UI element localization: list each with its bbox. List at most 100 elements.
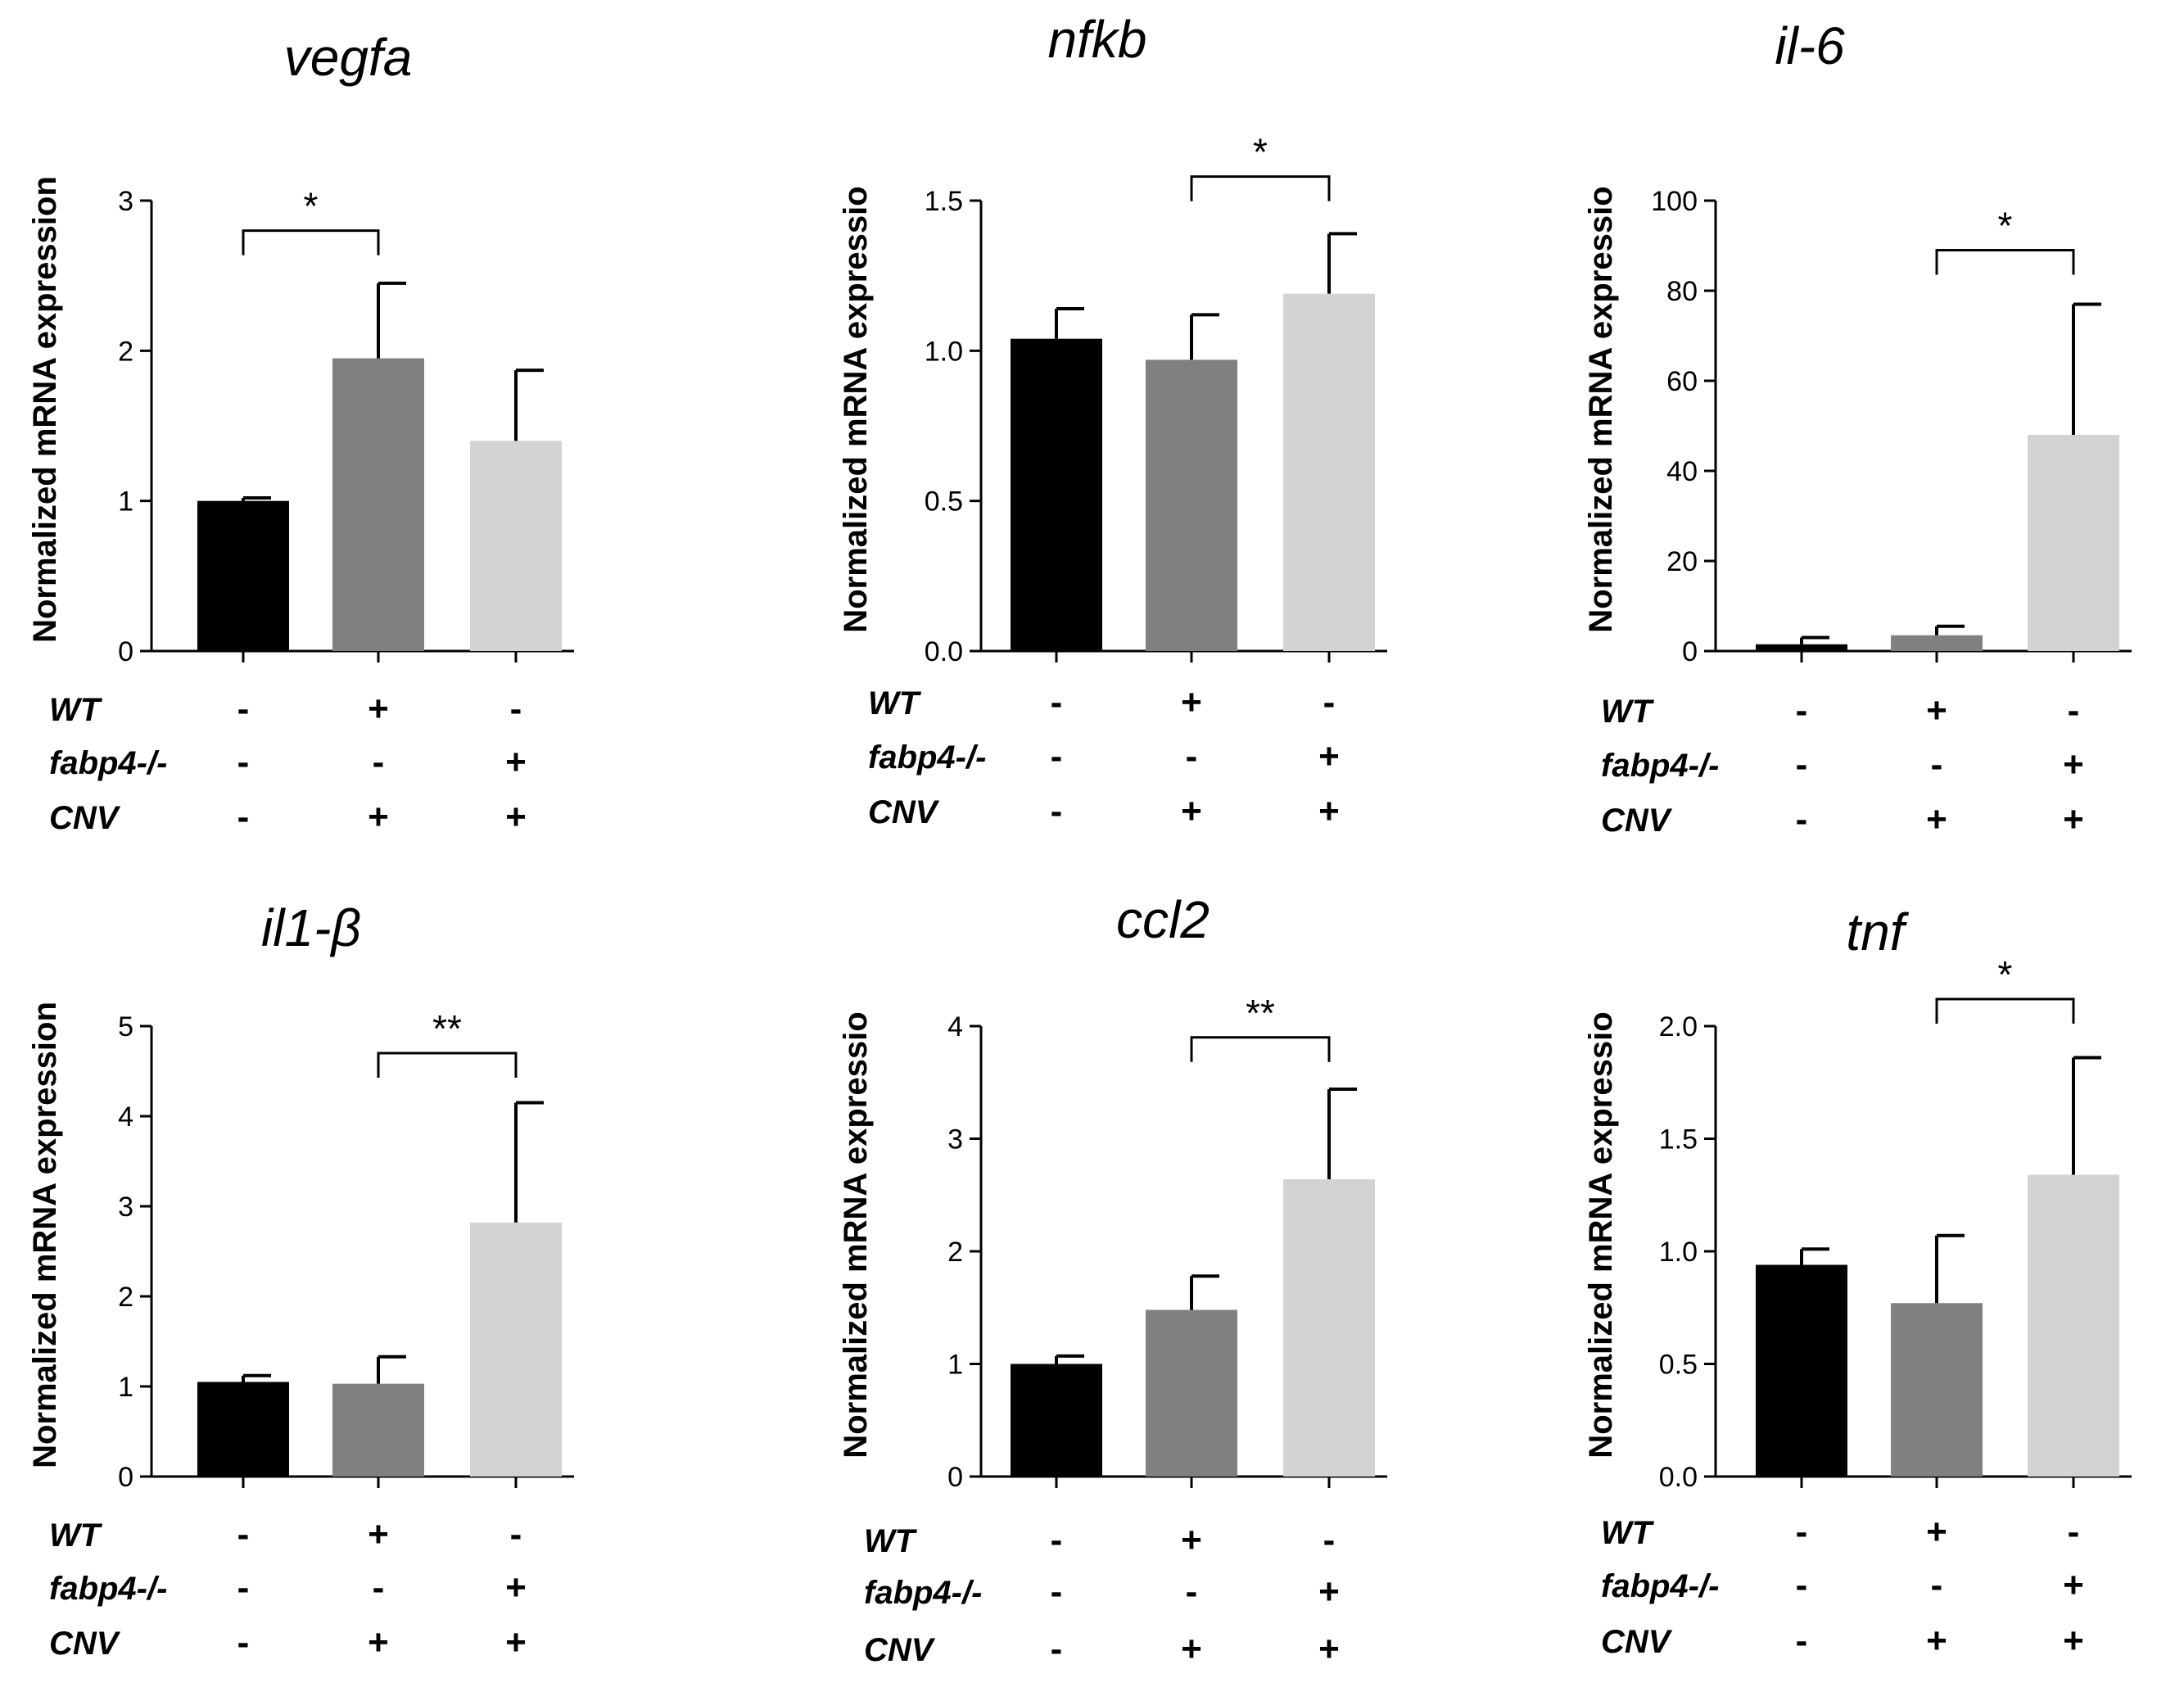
significance-label: * [1253,131,1268,174]
condition-sign: - [237,1514,250,1554]
y-tick-label: 1.0 [1659,1237,1698,1268]
condition-label: CNV [49,800,121,836]
y-tick-label: 2 [947,1237,963,1268]
condition-sign: - [1796,1512,1808,1552]
condition-sign: - [1051,791,1063,831]
y-tick-label: 4 [947,1011,963,1042]
significance-bracket [1190,175,1331,201]
chart-title: il-6 [1775,16,1845,75]
condition-sign: - [373,1567,385,1608]
condition-sign: - [2068,1512,2080,1552]
y-tick-label: 5 [118,1011,133,1042]
significance-label: * [304,185,319,228]
y-tick-label: 3 [118,186,133,217]
significance-bracket [1190,1036,1331,1062]
y-tick-label: 1.5 [925,186,963,217]
y-tick-label: 0.0 [925,636,963,667]
y-tick-label: 2.0 [1659,1011,1698,1042]
y-tick-label: 2 [118,336,133,367]
condition-sign: + [1926,1512,1947,1552]
y-tick-label: 0 [118,1462,133,1493]
condition-label: CNV [1601,803,1673,839]
bar [470,441,562,651]
y-axis-label: Normalized mRNA expressio [838,1011,874,1458]
y-tick-label: 0 [1682,636,1698,667]
y-tick-label: 2 [118,1282,133,1313]
condition-sign: + [2063,1621,2084,1661]
condition-label: WT [1601,694,1655,730]
y-tick-label: 1 [947,1350,963,1381]
bar [1283,293,1375,651]
y-tick-label: 1 [118,486,133,518]
bar [197,500,289,651]
y-tick-label: 0.5 [925,486,963,518]
significance-label: * [1998,953,2013,996]
condition-label: WT [1601,1515,1655,1551]
y-tick-label: 1 [118,1372,133,1403]
condition-sign: + [2063,744,2084,785]
condition-sign: + [2063,1565,2084,1605]
condition-sign: - [1051,1520,1063,1560]
y-axis-label: Normalized mRNA expression [27,176,63,643]
y-axis-label: Normalized mRNA expression [27,1002,63,1468]
condition-label: fabp4-/- [864,1575,982,1611]
condition-sign: - [1796,744,1808,785]
bar [1146,360,1237,651]
y-tick-label: 80 [1666,276,1698,307]
condition-sign: + [1181,791,1202,831]
condition-sign: - [373,742,385,782]
condition-label: fabp4-/- [1601,748,1719,784]
condition-label: fabp4-/- [49,1571,167,1607]
bar [1146,1309,1237,1477]
y-axis-label: Normalized mRNA expressio [838,186,874,632]
bar [470,1222,562,1477]
condition-sign: + [1318,1629,1340,1669]
y-tick-label: 100 [1651,186,1698,217]
condition-sign: + [505,797,527,837]
condition-label: WT [49,692,103,728]
condition-sign: - [2068,690,2080,730]
condition-sign: + [1926,690,1947,730]
condition-sign: - [237,1622,250,1662]
y-tick-label: 0.0 [1659,1462,1698,1493]
condition-sign: - [1186,736,1198,776]
condition-sign: + [1926,799,1947,839]
y-tick-label: 60 [1666,366,1698,397]
significance-bracket [1935,997,2075,1024]
condition-label: fabp4-/- [1601,1568,1719,1604]
bar [1891,635,1983,651]
condition-sign: + [1181,682,1202,722]
chart-panel: vegfa Normalized mRNA expression 0 1 2 3 * WT - +… [27,28,574,837]
condition-label: CNV [49,1626,121,1662]
chart-title: il1-β [261,898,361,957]
condition-sign: + [368,689,389,729]
bar [332,1383,424,1477]
chart-title: tnf [1846,902,1909,961]
condition-label: fabp4-/- [49,745,167,781]
significance-label: * [1998,205,2013,247]
chart-title: ccl2 [1116,890,1210,949]
condition-sign: + [505,1567,527,1608]
bar [1011,338,1102,651]
y-tick-label: 4 [118,1101,133,1133]
condition-sign: - [237,689,250,729]
y-tick-label: 0 [118,636,133,667]
condition-label: CNV [868,794,940,830]
chart-title: nfkb [1048,10,1147,69]
condition-sign: + [505,1622,527,1662]
condition-sign: - [510,689,522,729]
condition-sign: - [1796,690,1808,730]
chart-panel: ccl2 Normalized mRNA expressio 0 1 2 3 4 ** WT - +… [838,890,1387,1669]
condition-sign: - [1051,1572,1063,1612]
condition-label: WT [49,1517,103,1554]
condition-sign: - [1323,682,1336,722]
significance-bracket [1935,249,2075,275]
chart-panel: il1-β Normalized mRNA expression 0 1 2 3 4 5 ** W… [27,898,574,1662]
condition-sign: + [1181,1520,1202,1560]
bar [2028,1174,2119,1477]
y-tick-label: 40 [1666,456,1698,487]
bar [197,1382,289,1477]
y-tick-label: 1.0 [925,336,963,367]
chart-panel: tnf Normalized mRNA expressio 0.0 0.5 1.0 1.5… [1583,902,2132,1661]
condition-sign: - [510,1514,522,1554]
